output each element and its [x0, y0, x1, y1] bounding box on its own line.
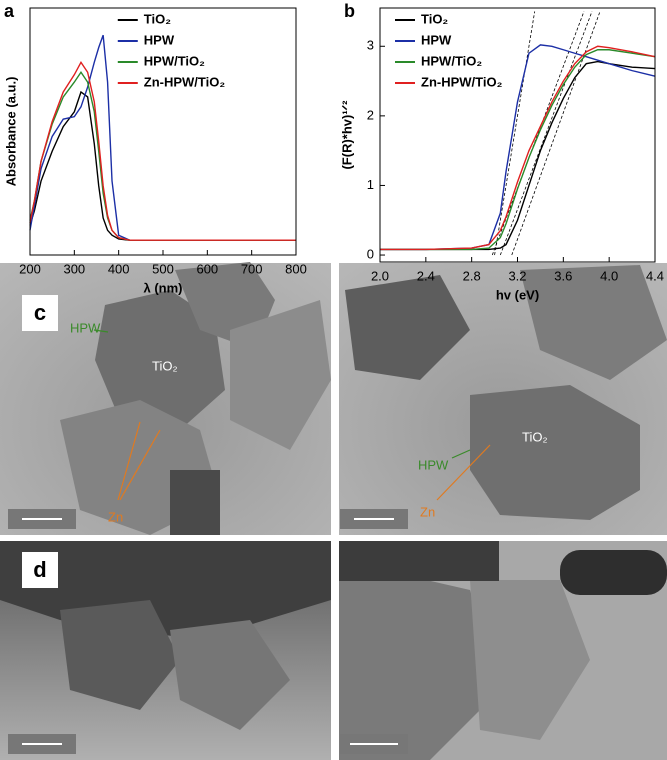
x-tick-label: 4.4 [646, 268, 664, 283]
x-tick-label: 300 [63, 261, 85, 276]
legend-label: Zn-HPW/TiO₂ [144, 74, 226, 89]
arrow [451, 449, 471, 459]
data-line [380, 45, 656, 251]
micrograph-d-right [339, 541, 667, 760]
legend-label: HPW/TiO₂ [144, 53, 205, 68]
x-axis-label: λ (nm) [144, 280, 183, 295]
y-tick-label: 2 [367, 107, 374, 122]
arrow [436, 444, 491, 501]
micrograph-d-left [0, 541, 331, 760]
panel-label: b [344, 1, 355, 21]
x-tick-label: 2.8 [463, 268, 481, 283]
panel-label: d [33, 557, 46, 582]
plot-frame [29, 7, 297, 256]
x-tick-label: 200 [19, 261, 41, 276]
micrograph-c-right [339, 263, 667, 535]
y-axis-label: Absorbance (a.u.) [3, 77, 18, 187]
data-line [380, 49, 656, 251]
panel-label: c [34, 300, 46, 325]
x-tick-label: 800 [285, 261, 307, 276]
annotation: Zn [420, 504, 435, 519]
annotation: Zn [108, 509, 123, 524]
scale-bar [340, 734, 408, 754]
panel-label: a [4, 1, 15, 21]
x-tick-label: 3.2 [508, 268, 526, 283]
y-tick-label: 0 [367, 246, 374, 261]
annotation: TiO₂ [522, 429, 548, 444]
annotation: HPW [418, 457, 449, 472]
tangent-line [494, 11, 536, 256]
x-tick-label: 2.0 [371, 268, 389, 283]
annotation: HPW [70, 320, 101, 335]
x-tick-label: 3.6 [554, 268, 572, 283]
x-tick-label: 2.4 [417, 268, 435, 283]
x-tick-label: 4.0 [600, 268, 618, 283]
legend-label: Zn-HPW/TiO₂ [421, 74, 503, 89]
data-line [380, 60, 656, 251]
y-tick-label: 1 [367, 177, 374, 192]
legend-label: HPW [144, 32, 175, 47]
arrow [119, 429, 161, 501]
data-line [29, 60, 296, 241]
legend-label: TiO₂ [421, 11, 448, 26]
arrow [93, 329, 109, 333]
label-box [22, 552, 58, 588]
legend-label: HPW [421, 32, 452, 47]
data-line [29, 70, 296, 241]
x-tick-label: 400 [108, 261, 130, 276]
x-tick-label: 500 [152, 261, 174, 276]
label-box [22, 295, 58, 331]
legend-label: TiO₂ [144, 11, 171, 26]
plot-frame [379, 7, 656, 263]
arrow [117, 421, 141, 501]
annotation: TiO₂ [152, 358, 178, 373]
y-axis-label: (F(R)*hv)¹ᐟ² [339, 100, 354, 170]
scale-bar [8, 509, 76, 529]
scale-bar [340, 509, 408, 529]
x-tick-label: 700 [241, 261, 263, 276]
x-tick-label: 600 [196, 261, 218, 276]
scale-bar [8, 734, 76, 754]
y-tick-label: 3 [367, 38, 374, 53]
legend-label: HPW/TiO₂ [421, 53, 482, 68]
x-axis-label: hv (eV) [496, 287, 539, 302]
data-line [29, 90, 296, 241]
micrograph-c-left [0, 262, 331, 535]
tangent-line [499, 11, 593, 256]
